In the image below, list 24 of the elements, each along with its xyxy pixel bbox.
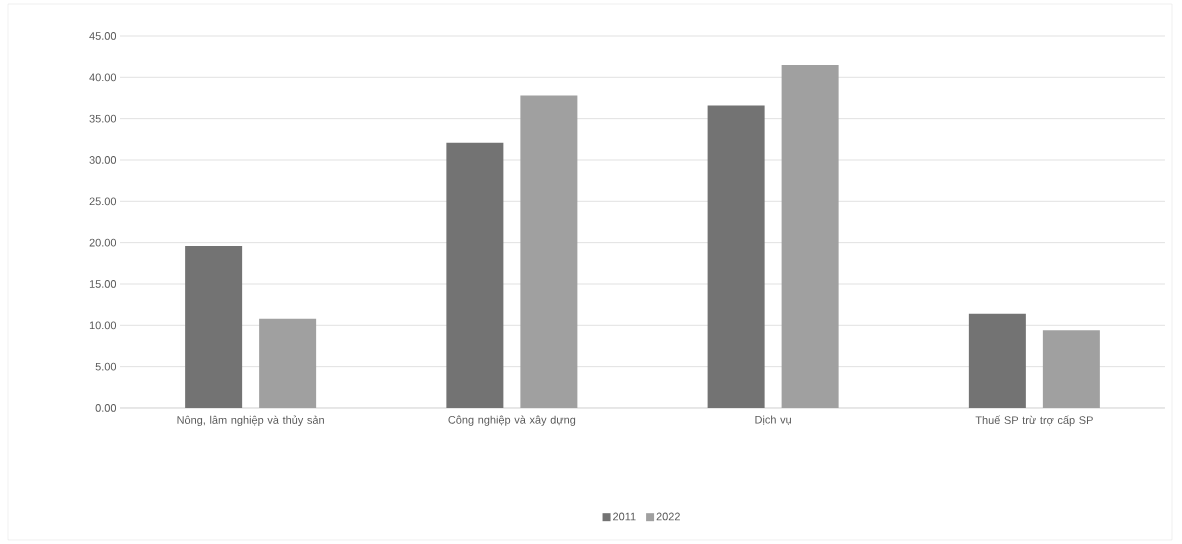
y-tick-label: 25.00 [89, 197, 117, 206]
bar [968, 313, 1026, 408]
bar [446, 142, 504, 408]
y-tick-label: 5.00 [95, 362, 117, 371]
y-tick-label: 10.00 [89, 321, 117, 330]
x-tick-label: Thuế SP trừ trợ cấp SP [975, 415, 1093, 427]
y-tick-label: 20.00 [89, 238, 117, 247]
bar [781, 64, 839, 408]
legend-label: 2011 [613, 512, 636, 521]
y-tick-label: 15.00 [89, 280, 117, 288]
x-tick-label: Công nghiệp và xây dựng [448, 415, 576, 426]
bar [1042, 330, 1100, 408]
bar [259, 318, 317, 408]
bar [185, 245, 243, 408]
x-tick-label: Dịch vụ [755, 415, 791, 426]
x-tick-label: Nông, lâm nghiệp và thủy sản [177, 415, 324, 427]
y-tick-label: 35.00 [89, 114, 117, 123]
bar [520, 95, 578, 408]
bar [707, 105, 765, 408]
y-tick-label: 0.00 [95, 404, 117, 412]
legend-label: 2022 [656, 512, 680, 521]
y-tick-label: 45.00 [89, 32, 117, 40]
y-tick-label: 30.00 [89, 156, 117, 164]
y-tick-label: 40.00 [89, 73, 117, 82]
